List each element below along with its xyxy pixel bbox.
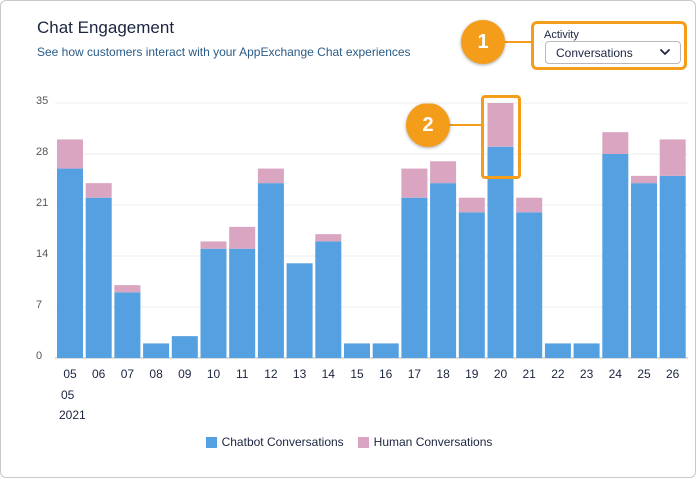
bar-human[interactable] <box>430 161 457 184</box>
x-tick-label: 14 <box>321 367 335 381</box>
y-tick-label: 7 <box>36 299 43 311</box>
y-tick-label: 28 <box>36 146 49 158</box>
activity-filter-highlight <box>531 21 687 70</box>
bar-chatbot[interactable] <box>257 183 284 358</box>
y-tick-label: 0 <box>36 350 43 362</box>
x-tick-label: 08 <box>149 367 163 381</box>
card-title: Chat Engagement <box>37 18 175 37</box>
bar-chatbot[interactable] <box>659 175 686 358</box>
bar-chatbot[interactable] <box>487 146 514 358</box>
bar-chatbot[interactable] <box>344 343 370 358</box>
bar-chatbot[interactable] <box>85 197 112 358</box>
x-tick-label: 16 <box>379 367 393 381</box>
x-tick-label: 13 <box>292 367 307 381</box>
bar-human[interactable] <box>516 197 543 213</box>
activity-select-value: Conversations <box>556 46 633 60</box>
bar-human[interactable] <box>458 197 485 213</box>
bar-chatbot[interactable] <box>315 241 342 358</box>
legend-label-human: Human Conversations <box>373 435 493 449</box>
bar-human[interactable] <box>57 139 83 169</box>
x-tick-label: 07 <box>120 367 135 381</box>
callout-1-line <box>500 41 533 43</box>
x-tick-label: 09 <box>178 367 192 381</box>
bar-human[interactable] <box>257 168 284 184</box>
bar-chatbot[interactable] <box>286 263 313 358</box>
bar-chatbot[interactable] <box>516 212 543 358</box>
bar-chatbot[interactable] <box>200 248 227 358</box>
x-tick-label: 25 <box>637 367 651 381</box>
bar-human[interactable] <box>659 139 686 176</box>
x-tick-label: 18 <box>436 367 450 381</box>
card-subtitle: See how customers interact with your App… <box>37 45 411 59</box>
x-tick-label: 21 <box>522 367 536 381</box>
bar-human[interactable] <box>200 241 227 249</box>
x-tick-label: 15 <box>350 367 364 381</box>
x-tick-label: 12 <box>264 367 278 381</box>
y-tick-label: 14 <box>36 248 49 260</box>
x-tick-label: 17 <box>407 367 422 381</box>
x-tick-label: 10 <box>206 367 221 381</box>
x-tick-label: 26 <box>666 367 680 381</box>
activity-select[interactable]: Conversations <box>545 41 681 64</box>
bar-human[interactable] <box>114 285 141 293</box>
x-tick-label: 06 <box>92 367 106 381</box>
bar-chatbot[interactable] <box>602 154 629 358</box>
bar-chatbot[interactable] <box>544 343 571 358</box>
x-axis-year: 2021 <box>59 408 86 422</box>
bar-human[interactable] <box>315 234 342 242</box>
bar-human[interactable] <box>85 183 112 198</box>
legend-swatch-chatbot <box>205 436 217 448</box>
bar-human[interactable] <box>631 175 657 184</box>
bar-chatbot[interactable] <box>401 197 428 358</box>
x-tick-label: 20 <box>493 367 508 381</box>
bar-chatbot[interactable] <box>631 183 657 358</box>
bar-chatbot[interactable] <box>229 248 256 358</box>
legend-swatch-human <box>357 436 369 448</box>
legend-label-chatbot: Chatbot Conversations <box>221 435 344 449</box>
x-tick-label: 19 <box>465 367 479 381</box>
callout-1-badge: 1 <box>461 20 505 64</box>
callout-2-badge: 2 <box>406 103 450 147</box>
x-tick-label: 11 <box>235 367 249 381</box>
chevron-down-icon <box>660 49 670 55</box>
legend-item-human[interactable]: Human Conversations <box>357 435 493 449</box>
chart-legend: Chatbot Conversations Human Conversation… <box>0 435 698 449</box>
y-tick-label: 21 <box>36 197 49 209</box>
bar-chatbot[interactable] <box>171 336 198 358</box>
bar-chatbot[interactable] <box>573 343 600 358</box>
bar-chatbot[interactable] <box>143 343 170 358</box>
x-tick-label: 22 <box>551 367 565 381</box>
bar-human[interactable] <box>487 103 514 147</box>
bar-human[interactable] <box>602 132 629 154</box>
legend-item-chatbot[interactable]: Chatbot Conversations <box>205 435 344 449</box>
x-axis-month: 05 <box>61 388 75 402</box>
x-tick-label: 23 <box>579 367 594 381</box>
x-tick-label: 05 <box>63 367 77 381</box>
callout-2-line <box>445 124 481 126</box>
bar-chatbot[interactable] <box>372 343 399 358</box>
bar-chatbot[interactable] <box>430 183 457 358</box>
y-tick-label: 35 <box>36 95 49 107</box>
bar-chatbot[interactable] <box>114 292 141 358</box>
bar-chatbot[interactable] <box>458 212 485 358</box>
activity-label: Activity <box>544 29 579 41</box>
bar-human[interactable] <box>401 168 428 198</box>
bar-human[interactable] <box>229 226 256 249</box>
x-tick-label: 24 <box>608 367 622 381</box>
bar-chatbot[interactable] <box>57 168 83 358</box>
